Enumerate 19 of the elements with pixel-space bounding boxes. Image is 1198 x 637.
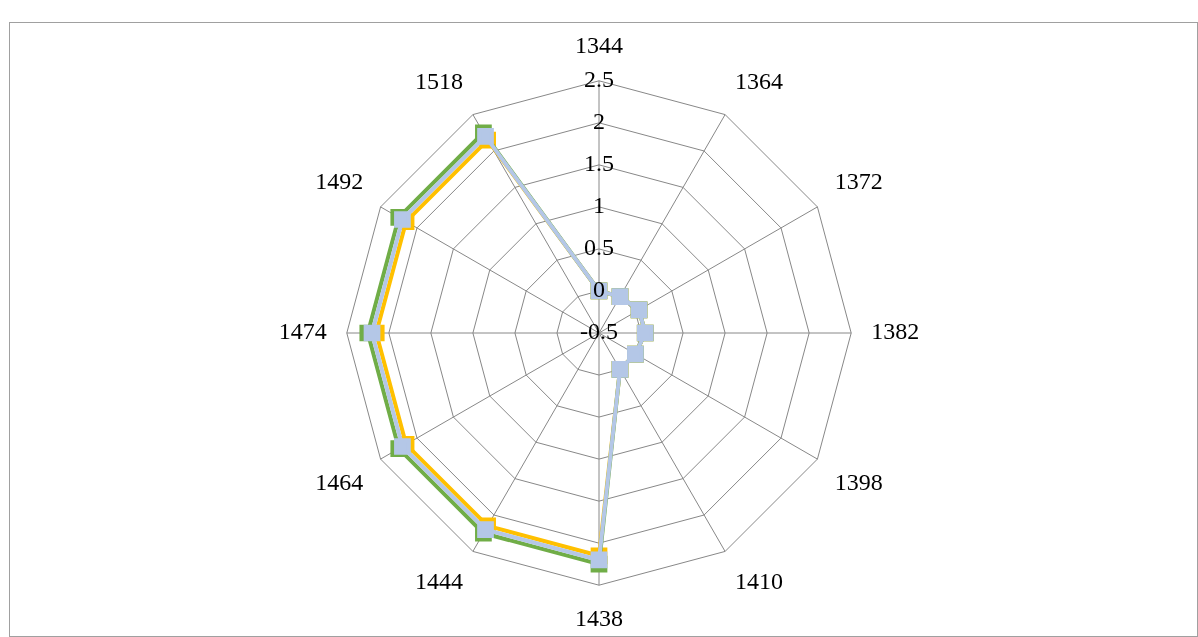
spoke-label: 1444 [414,568,463,595]
y-tick-label: -0.5 [580,318,618,345]
spoke-label: 1474 [278,318,327,345]
y-tick-label: 0.5 [584,234,614,261]
spoke-label: 1438 [575,604,623,631]
spoke-label: 1364 [735,68,784,95]
spoke-label: 1382 [871,318,920,345]
spoke-label: 1518 [414,68,463,95]
spoke-label: 1492 [315,167,364,194]
y-tick-label: 1.5 [584,150,614,177]
y-tick-label: 2 [593,108,605,135]
spoke-label: 1398 [834,468,883,495]
spoke-label: 1344 [575,31,623,58]
y-tick-label: 0 [593,276,605,303]
spoke-label: 1410 [735,568,784,595]
y-tick-label: 2.5 [584,66,614,93]
y-tick-label: 1 [593,192,605,219]
spoke-label: 1372 [834,167,883,194]
spoke-label: 1464 [315,468,364,495]
